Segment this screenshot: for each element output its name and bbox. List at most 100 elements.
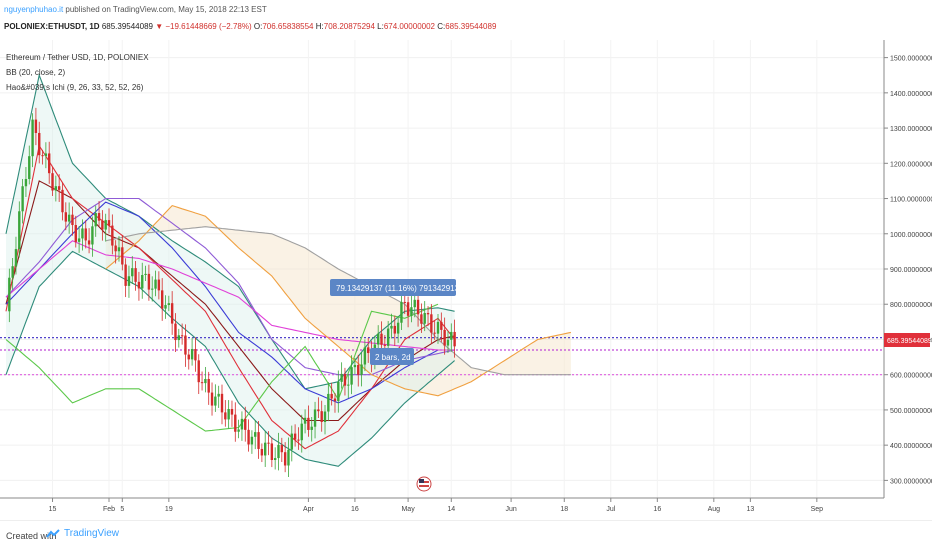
candle-body-17 <box>61 189 64 213</box>
candle-body-76 <box>257 432 260 449</box>
high-value: 708.20875294 <box>323 22 375 31</box>
time-tick-label-7: 14 <box>447 506 455 513</box>
ichimoku-cloud <box>105 205 571 396</box>
candle-body-3 <box>14 249 18 267</box>
candle-body-23 <box>81 228 84 239</box>
candle-body-32 <box>111 225 114 246</box>
candle-body-77 <box>260 448 264 456</box>
legend-bb[interactable]: BB (20, close, 2) <box>6 68 65 77</box>
candle-body-51 <box>174 323 177 341</box>
candle-body-19 <box>67 214 71 222</box>
last-price-box <box>884 333 930 347</box>
candle-body-70 <box>237 429 240 432</box>
price-tick-label-5: 1000.00000000 <box>890 232 932 239</box>
measure-time-box <box>370 348 414 365</box>
candle-body-64 <box>217 393 220 397</box>
candle-body-9 <box>34 119 38 133</box>
low-value: 674.00000002 <box>383 22 435 31</box>
candle-body-130 <box>436 321 440 334</box>
change-value: ▼ −19.61448669 (−2.78%) <box>155 22 252 31</box>
candle-body-2 <box>11 266 14 278</box>
last-price-marker: 685.39544089 <box>884 333 932 347</box>
candle-body-4 <box>18 211 21 250</box>
candle-body-82 <box>277 444 280 459</box>
candle-body-44 <box>151 288 154 290</box>
price-tick-label-4: 1100.00000000 <box>890 197 932 204</box>
candle-body-75 <box>254 432 257 437</box>
series-chikou <box>5 303 439 432</box>
candle-body-8 <box>31 119 34 157</box>
candle-body-41 <box>141 275 144 289</box>
open-value: 706.65838554 <box>262 22 314 31</box>
close-value: 685.39544089 <box>445 22 497 31</box>
measure-time-text: 2 bars, 2d <box>375 353 411 362</box>
measure-tool[interactable]: 79.13429137 (11.16%) 7913429137 2 bars, … <box>330 279 464 365</box>
candle-body-90 <box>303 417 307 424</box>
candle-body-62 <box>210 392 214 406</box>
candle-body-54 <box>184 335 187 355</box>
candle-body-128 <box>430 314 433 333</box>
candle-body-49 <box>167 303 171 306</box>
candle-body-123 <box>413 299 416 308</box>
candle-body-86 <box>290 433 293 450</box>
candle-body-66 <box>224 412 227 420</box>
candle-body-61 <box>207 378 210 393</box>
price-chart[interactable]: 1500.00000000 1400.00000000 1300.00000000 1… <box>0 40 932 520</box>
price-tick-label-1: 1400.00000000 <box>890 91 932 98</box>
series-kijun <box>5 201 455 404</box>
author-link[interactable]: nguyenphuhao.it <box>4 5 64 14</box>
candle-body-87 <box>293 433 297 440</box>
flag-icon[interactable] <box>416 476 432 492</box>
candle-body-79 <box>267 442 270 444</box>
candle-body-59 <box>200 382 204 384</box>
candle-body-132 <box>443 329 446 346</box>
candle-body-98 <box>330 393 333 399</box>
tradingview-logo[interactable]: TradingView <box>46 528 119 539</box>
candle-body-56 <box>190 349 194 360</box>
close-label: C: <box>437 22 446 31</box>
created-with-label: Created with <box>6 531 57 541</box>
candle-body-12 <box>44 153 48 156</box>
candle-body-29 <box>101 220 104 230</box>
candle-body-38 <box>131 268 134 277</box>
candle-body-73 <box>247 429 250 445</box>
price-axis[interactable]: 1500.00000000 1400.00000000 1300.00000000 1… <box>884 56 932 486</box>
candle-body-99 <box>333 398 337 402</box>
candle-body-100 <box>337 381 340 402</box>
candle-body-47 <box>160 290 164 309</box>
series-line4 <box>5 240 455 351</box>
candle-body-52 <box>177 335 180 341</box>
candle-body-84 <box>283 452 287 466</box>
series-bb_middle <box>5 180 455 422</box>
candle-body-28 <box>97 213 101 221</box>
candle-body-11 <box>41 155 44 157</box>
legend-title: Ethereum / Tether USD, 1D, POLONIEX <box>6 53 149 62</box>
open-label: O: <box>253 22 263 31</box>
candle-body-129 <box>433 332 436 334</box>
symbol-label: POLONIEX:ETHUSDT, 1D <box>4 22 100 31</box>
candle-body-30 <box>104 220 107 230</box>
cloud-area <box>105 205 571 396</box>
candle-body-133 <box>446 339 450 346</box>
candle-body-22 <box>77 238 81 242</box>
time-axis[interactable]: 15 Feb 5 19 Apr 16 May 14 Jun 18 Jul 16 Aug 13 Sep <box>49 498 824 513</box>
candle-body-96 <box>323 411 327 423</box>
candle-body-134 <box>450 331 453 340</box>
ohlc-line: POLONIEX:ETHUSDT, 1D 685.39544089 ▼ −19.… <box>4 22 496 31</box>
last-value: 685.39544089 <box>101 22 153 31</box>
price-tick-label-6: 900.00000000 <box>890 267 932 274</box>
candle-body-42 <box>144 273 147 276</box>
candle-body-115 <box>386 328 390 346</box>
last-price-label: 685.39544089 <box>887 338 932 345</box>
candle-body-13 <box>48 153 51 174</box>
legend: Ethereum / Tether USD, 1D, POLONIEX BB (… <box>6 53 149 92</box>
candle-body-45 <box>154 279 157 289</box>
candle-body-108 <box>363 347 367 365</box>
candle-body-25 <box>87 240 91 245</box>
candle-body-26 <box>91 226 94 245</box>
legend-ichi[interactable]: Hao&#039;s Ichi (9, 26, 33, 52, 52, 26) <box>6 83 144 92</box>
candle-body-125 <box>420 314 423 324</box>
candle-body-63 <box>214 396 217 406</box>
price-tick-label-11: 400.00000000 <box>890 443 932 450</box>
candle-body-109 <box>367 347 370 354</box>
